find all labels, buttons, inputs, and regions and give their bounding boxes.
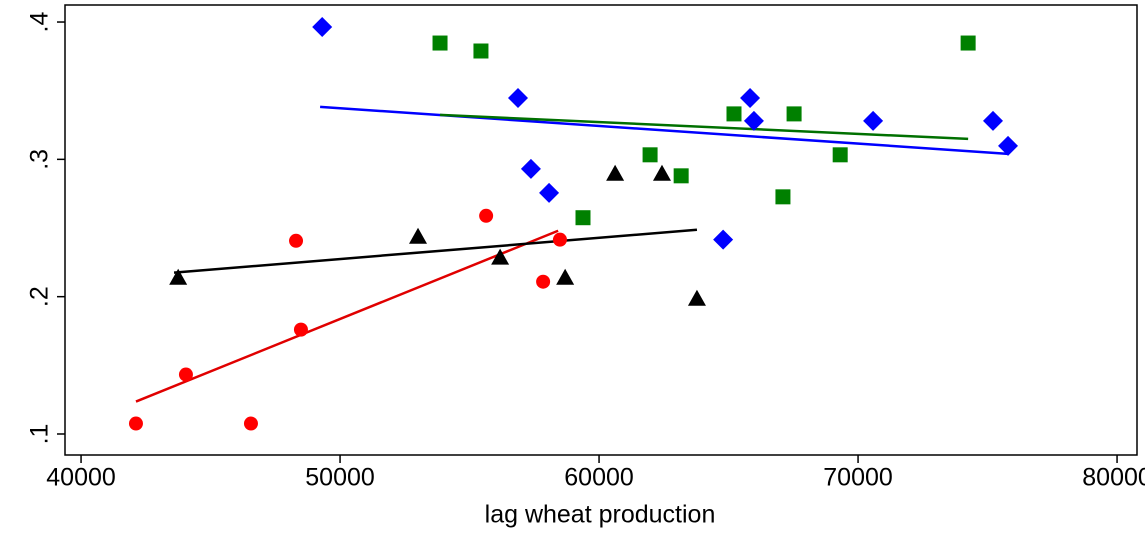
point (491, 248, 510, 265)
point (687, 289, 706, 306)
x-axis-title: lag wheat production (485, 501, 716, 529)
point (786, 106, 802, 122)
point (960, 35, 976, 51)
fit-line (135, 229, 559, 403)
plot-frame (64, 4, 1138, 456)
x-tick-label: 80000 (1082, 464, 1145, 492)
point (293, 322, 308, 337)
point (312, 16, 333, 37)
fit-line (320, 105, 1009, 156)
point (169, 268, 188, 285)
point (520, 158, 541, 179)
point (552, 232, 567, 247)
x-tick-label: 60000 (564, 464, 634, 492)
point (982, 110, 1003, 131)
point (536, 274, 551, 289)
point (409, 227, 428, 244)
y-tick-label: .1 (26, 424, 54, 445)
point (479, 208, 494, 223)
point (556, 268, 575, 285)
point (289, 233, 304, 248)
x-tick-label: 40000 (46, 464, 116, 492)
point (473, 43, 489, 59)
point (863, 110, 884, 131)
point (743, 110, 764, 131)
point (507, 87, 528, 108)
point (642, 147, 658, 163)
point (726, 106, 742, 122)
point (128, 416, 143, 431)
point (575, 210, 591, 226)
x-tick-label: 50000 (305, 464, 375, 492)
point (740, 87, 761, 108)
y-tick-label: .4 (26, 12, 54, 33)
point (775, 189, 791, 205)
point (432, 35, 448, 51)
point (243, 416, 258, 431)
point (998, 135, 1019, 156)
point (178, 367, 193, 382)
point (673, 168, 689, 184)
y-tick-label: .2 (26, 286, 54, 307)
point (652, 164, 671, 181)
fit-line (173, 228, 698, 274)
point (539, 182, 560, 203)
point (713, 229, 734, 250)
y-tick-label: .3 (26, 149, 54, 170)
point (606, 164, 625, 181)
x-tick-label: 70000 (823, 464, 893, 492)
fit-line (439, 113, 969, 141)
point (832, 147, 848, 163)
